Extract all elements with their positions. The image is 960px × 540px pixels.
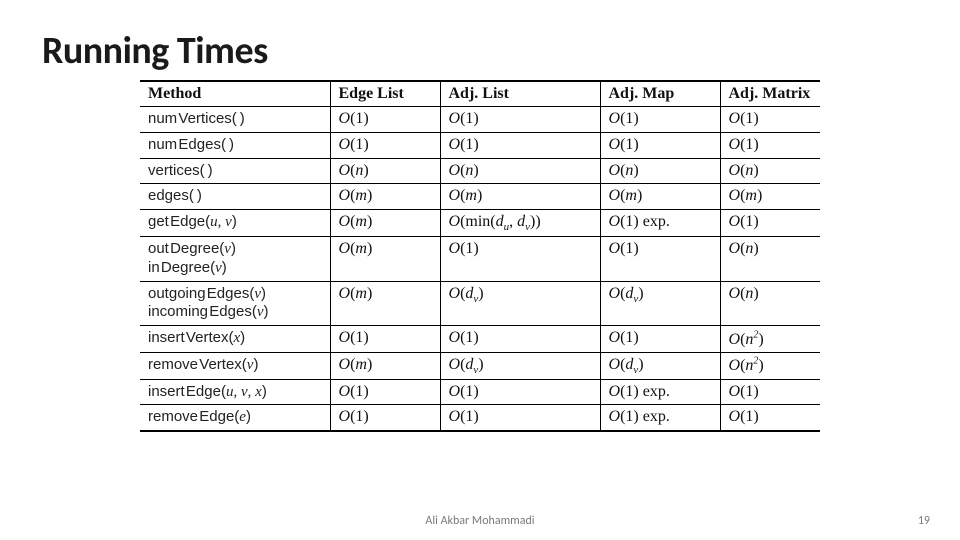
cell-bigO: O(m) xyxy=(720,184,820,210)
cell-bigO: O(1) xyxy=(330,326,440,352)
cell-bigO: O(1) xyxy=(600,107,720,133)
running-times-table: Method Edge List Adj. List Adj. Map Adj.… xyxy=(140,80,820,432)
cell-method: out Degree(v)in Degree(v) xyxy=(140,237,330,282)
cell-bigO: O(1) xyxy=(440,237,600,282)
cell-bigO: O(1) xyxy=(720,379,820,405)
cell-bigO: O(1) xyxy=(440,379,600,405)
cell-bigO: O(n) xyxy=(440,158,600,184)
table-row: edges( )O(m)O(m)O(m)O(m) xyxy=(140,184,820,210)
cell-bigO: O(dv) xyxy=(600,281,720,326)
table-row: remove Vertex(v)O(m)O(dv)O(dv)O(n2) xyxy=(140,352,820,379)
footer-page-number: 19 xyxy=(918,514,930,528)
cell-bigO: O(1) xyxy=(330,107,440,133)
table-row: vertices( )O(n)O(n)O(n)O(n) xyxy=(140,158,820,184)
cell-bigO: O(1) exp. xyxy=(600,405,720,431)
cell-bigO: O(1) xyxy=(330,405,440,431)
cell-bigO: O(m) xyxy=(600,184,720,210)
table-header-row: Method Edge List Adj. List Adj. Map Adj.… xyxy=(140,81,820,107)
cell-bigO: O(1) xyxy=(600,237,720,282)
cell-bigO: O(1) xyxy=(440,132,600,158)
table-row: num Edges( )O(1)O(1)O(1)O(1) xyxy=(140,132,820,158)
table-row: remove Edge(e)O(1)O(1)O(1) exp.O(1) xyxy=(140,405,820,431)
table-body: num Vertices( )O(1)O(1)O(1)O(1)num Edges… xyxy=(140,107,820,432)
cell-bigO: O(1) exp. xyxy=(600,379,720,405)
cell-method: num Edges( ) xyxy=(140,132,330,158)
cell-bigO: O(n2) xyxy=(720,352,820,379)
table-row: outgoing Edges(v)incoming Edges(v)O(m)O(… xyxy=(140,281,820,326)
method-name: num Edges( ) xyxy=(148,136,322,155)
footer-author: Ali Akbar Mohammadi xyxy=(0,514,960,528)
method-name: insert Edge(u, v, x) xyxy=(148,383,322,402)
cell-bigO: O(1) xyxy=(720,405,820,431)
cell-bigO: O(n) xyxy=(600,158,720,184)
cell-bigO: O(1) xyxy=(440,405,600,431)
cell-bigO: O(1) xyxy=(720,132,820,158)
cell-method: remove Vertex(v) xyxy=(140,352,330,379)
page-title: Running Times xyxy=(42,28,920,74)
method-name: vertices( ) xyxy=(148,162,322,181)
running-times-table-wrap: Method Edge List Adj. List Adj. Map Adj.… xyxy=(140,80,820,432)
cell-bigO: O(1) xyxy=(330,379,440,405)
table-row: out Degree(v)in Degree(v)O(m)O(1)O(1)O(n… xyxy=(140,237,820,282)
cell-method: remove Edge(e) xyxy=(140,405,330,431)
method-name: outgoing Edges(v) xyxy=(148,285,322,304)
cell-bigO: O(1) exp. xyxy=(600,210,720,237)
cell-bigO: O(1) xyxy=(440,107,600,133)
cell-bigO: O(n) xyxy=(720,237,820,282)
cell-bigO: O(m) xyxy=(330,281,440,326)
cell-bigO: O(m) xyxy=(440,184,600,210)
method-name: insert Vertex(x) xyxy=(148,329,322,348)
slide: Running Times Method Edge List Adj. List… xyxy=(0,0,960,540)
method-name: get Edge(u, v) xyxy=(148,213,322,232)
cell-method: insert Vertex(x) xyxy=(140,326,330,352)
cell-method: outgoing Edges(v)incoming Edges(v) xyxy=(140,281,330,326)
cell-bigO: O(n) xyxy=(720,281,820,326)
method-name: remove Vertex(v) xyxy=(148,356,322,375)
cell-method: insert Edge(u, v, x) xyxy=(140,379,330,405)
cell-bigO: O(m) xyxy=(330,210,440,237)
cell-method: get Edge(u, v) xyxy=(140,210,330,237)
col-adjmap: Adj. Map xyxy=(600,81,720,107)
cell-method: vertices( ) xyxy=(140,158,330,184)
method-name: edges( ) xyxy=(148,187,322,206)
cell-method: num Vertices( ) xyxy=(140,107,330,133)
cell-bigO: O(m) xyxy=(330,352,440,379)
table-row: insert Vertex(x)O(1)O(1)O(1)O(n2) xyxy=(140,326,820,352)
method-name: num Vertices( ) xyxy=(148,110,322,129)
cell-bigO: O(dv) xyxy=(600,352,720,379)
cell-bigO: O(m) xyxy=(330,237,440,282)
method-name: out Degree(v) xyxy=(148,240,322,259)
cell-bigO: O(dv) xyxy=(440,352,600,379)
cell-bigO: O(1) xyxy=(330,132,440,158)
cell-bigO: O(1) xyxy=(600,132,720,158)
method-name: remove Edge(e) xyxy=(148,408,322,427)
col-adjmatrix: Adj. Matrix xyxy=(720,81,820,107)
method-name: in Degree(v) xyxy=(148,259,322,278)
cell-bigO: O(m) xyxy=(330,184,440,210)
cell-bigO: O(1) xyxy=(720,107,820,133)
col-method: Method xyxy=(140,81,330,107)
cell-bigO: O(n) xyxy=(330,158,440,184)
cell-bigO: O(1) xyxy=(600,326,720,352)
cell-method: edges( ) xyxy=(140,184,330,210)
table-row: get Edge(u, v) O(m)O(min(du, dv))O(1) exp… xyxy=(140,210,820,237)
cell-bigO: O(1) xyxy=(440,326,600,352)
table-row: num Vertices( )O(1)O(1)O(1)O(1) xyxy=(140,107,820,133)
table-row: insert Edge(u, v, x)O(1)O(1)O(1) exp.O(1… xyxy=(140,379,820,405)
cell-bigO: O(dv) xyxy=(440,281,600,326)
cell-bigO: O(min(du, dv)) xyxy=(440,210,600,237)
cell-bigO: O(n2) xyxy=(720,326,820,352)
col-edgelist: Edge List xyxy=(330,81,440,107)
cell-bigO: O(n) xyxy=(720,158,820,184)
cell-bigO: O(1) xyxy=(720,210,820,237)
col-adjlist: Adj. List xyxy=(440,81,600,107)
method-name: incoming Edges(v) xyxy=(148,303,322,322)
